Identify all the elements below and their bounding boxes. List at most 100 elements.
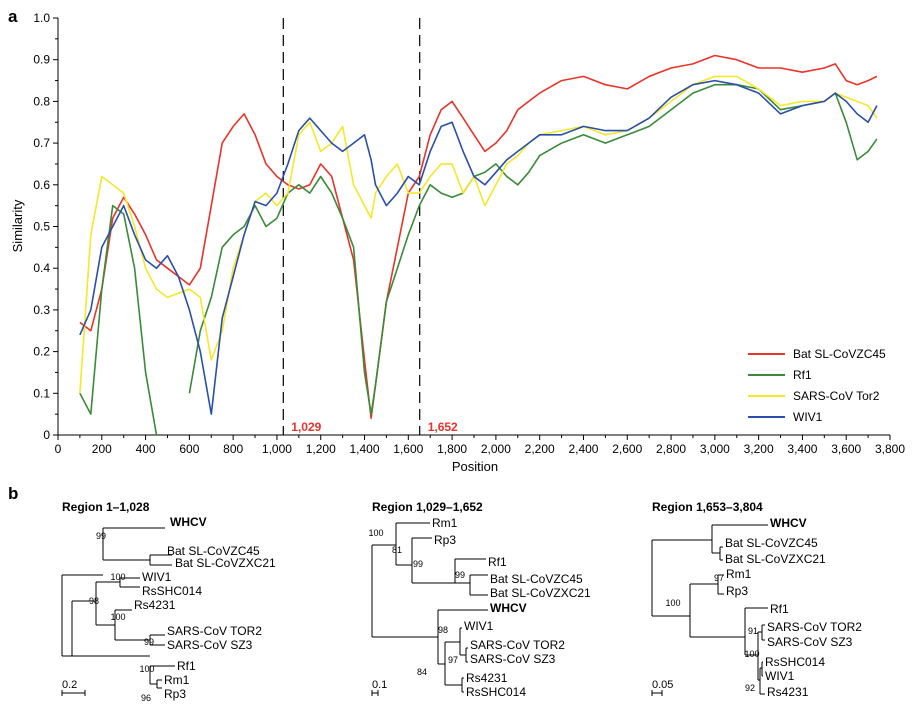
legend-label: WIV1 — [793, 410, 823, 424]
taxon-label: SARS-CoV TOR2 — [167, 624, 262, 638]
bootstrap-value: 99 — [455, 570, 465, 580]
taxon-label: Rf1 — [488, 555, 507, 569]
bootstrap-value: 99 — [96, 531, 106, 541]
series-line-1 — [79, 83, 878, 436]
x-axis-label: Position — [452, 459, 498, 474]
series-lines — [79, 54, 878, 436]
taxon-label: Bat SL-CoVZXC21 — [490, 586, 591, 600]
y-tick-label: 0.7 — [33, 136, 50, 150]
legend-label: Bat SL-CoVZC45 — [793, 347, 886, 361]
taxon-label: Rm1 — [726, 567, 752, 581]
legend-label: SARS-CoV Tor2 — [793, 389, 880, 403]
breakpoint-lines: 1,029 1,652 — [282, 18, 458, 435]
legend: Bat SL-CoVZC45 Rf1 SARS-CoV Tor2 WIV1 — [748, 347, 886, 424]
bootstrap-value: 84 — [417, 667, 427, 677]
x-tick-label: 1,200 — [306, 442, 336, 456]
x-tick-label: 2,800 — [656, 442, 686, 456]
taxon-label: RsSHC014 — [142, 584, 202, 598]
y-tick-label: 0.3 — [33, 303, 50, 317]
bootstrap-value: 98 — [438, 625, 448, 635]
panel-a-letter: a — [8, 7, 18, 26]
taxon-label: Bat SL-CoVZC45 — [167, 544, 260, 558]
taxon-label: Rp3 — [726, 584, 748, 598]
taxon-label: SARS-CoV TOR2 — [767, 620, 862, 634]
scale-bar-label: 0.1 — [372, 679, 387, 691]
taxon-label: Bat SL-CoVZC45 — [490, 572, 583, 586]
taxon-label: Rp3 — [434, 533, 456, 547]
x-tick-label: 3,800 — [875, 442, 905, 456]
tree-region-2: Region 1,029–1,652 Rm1 Rp3 Rf1 Bat SL-CoVZC4… — [368, 500, 591, 699]
x-tick-label: 400 — [136, 442, 156, 456]
x-tick-label: 2,000 — [481, 442, 511, 456]
y-tick-label: 0.9 — [33, 53, 50, 67]
taxon-label: Rs4231 — [134, 598, 176, 612]
bootstrap-value: 100 — [110, 572, 125, 582]
x-tick-label: 200 — [92, 442, 112, 456]
x-tick-label: 3,000 — [700, 442, 730, 456]
y-tick-label: 0.8 — [33, 94, 50, 108]
y-tick-label: 0.5 — [33, 220, 50, 234]
taxon-label: Rp3 — [164, 687, 186, 701]
bootstrap-value: 81 — [392, 545, 402, 555]
x-tick-label: 0 — [55, 442, 62, 456]
taxon-label: SARS-CoV TOR2 — [470, 638, 565, 652]
taxon-label: WIV1 — [142, 570, 172, 584]
taxon-label: Rm1 — [164, 673, 190, 687]
bootstrap-value: 98 — [89, 596, 99, 606]
taxon-label: Bat SL-CoVZXC21 — [725, 552, 826, 566]
x-tick-label: 3,200 — [744, 442, 774, 456]
bootstrap-value: 92 — [745, 683, 755, 693]
x-tick-label: 600 — [179, 442, 199, 456]
bootstrap-value: 100 — [368, 528, 383, 538]
plot-axes: 0 0.1 0.2 0.3 0.4 0.5 0.6 0.7 0.8 0.9 1.0 0 200 400 60… — [33, 11, 905, 456]
similarity-plot: 0 0.1 0.2 0.3 0.4 0.5 0.6 0.7 0.8 0.9 1.0 0 200 400 60… — [10, 11, 905, 474]
y-tick-label: 0.4 — [33, 261, 50, 275]
x-tick-label: 1,600 — [393, 442, 423, 456]
y-tick-label: 0 — [43, 428, 50, 442]
x-tick-label: 3,600 — [831, 442, 861, 456]
tree-title: Region 1,653–3,804 — [652, 500, 763, 514]
bootstrap-value: 100 — [139, 664, 154, 674]
bootstrap-value: 96 — [141, 693, 151, 703]
bootstrap-value: 97 — [448, 655, 458, 665]
bootstrap-value: 99 — [144, 637, 154, 647]
taxon-label: WIV1 — [765, 669, 795, 683]
taxon-label: WHCV — [170, 515, 207, 529]
bootstrap-value: 91 — [748, 626, 758, 636]
panel-b-letter: b — [8, 484, 18, 503]
taxon-label: RsSHC014 — [765, 655, 825, 669]
y-tick-label: 0.1 — [33, 386, 50, 400]
bootstrap-value: 100 — [744, 649, 759, 659]
legend-label: Rf1 — [793, 368, 812, 382]
x-tick-label: 2,400 — [568, 442, 598, 456]
taxon-label: Bat SL-CoVZXC21 — [175, 556, 276, 570]
breakpoint-label: 1,029 — [291, 420, 321, 434]
taxon-label: Rm1 — [432, 516, 458, 530]
taxon-label: Rf1 — [770, 602, 789, 616]
bootstrap-value: 100 — [110, 612, 125, 622]
bootstrap-value: 97 — [714, 573, 724, 583]
taxon-label: RsSHC014 — [466, 685, 526, 699]
taxon-label: SARS-CoV SZ3 — [470, 652, 556, 666]
y-tick-label: 1.0 — [33, 11, 50, 25]
breakpoint-label: 1,652 — [428, 420, 458, 434]
taxon-label: Rs4231 — [767, 685, 809, 699]
taxon-label: SARS-CoV SZ3 — [767, 635, 853, 649]
y-tick-label: 0.2 — [33, 345, 50, 359]
series-line-2 — [79, 75, 878, 394]
x-tick-label: 1,400 — [350, 442, 380, 456]
tree-title: Region 1–1,028 — [62, 500, 150, 514]
y-tick-label: 0.6 — [33, 178, 50, 192]
series-line-0 — [79, 54, 878, 420]
taxon-label: WHCV — [770, 516, 807, 530]
tree-title: Region 1,029–1,652 — [372, 500, 483, 514]
scale-bar-label: 0.2 — [62, 679, 77, 691]
tree-region-3: Region 1,653–3,804 WHCV Bat SL-CoVZC45 Bat … — [651, 500, 862, 699]
x-tick-label: 2,200 — [525, 442, 555, 456]
x-tick-label: 800 — [223, 442, 243, 456]
x-tick-label: 1,000 — [262, 442, 292, 456]
series-line-3 — [79, 79, 878, 415]
